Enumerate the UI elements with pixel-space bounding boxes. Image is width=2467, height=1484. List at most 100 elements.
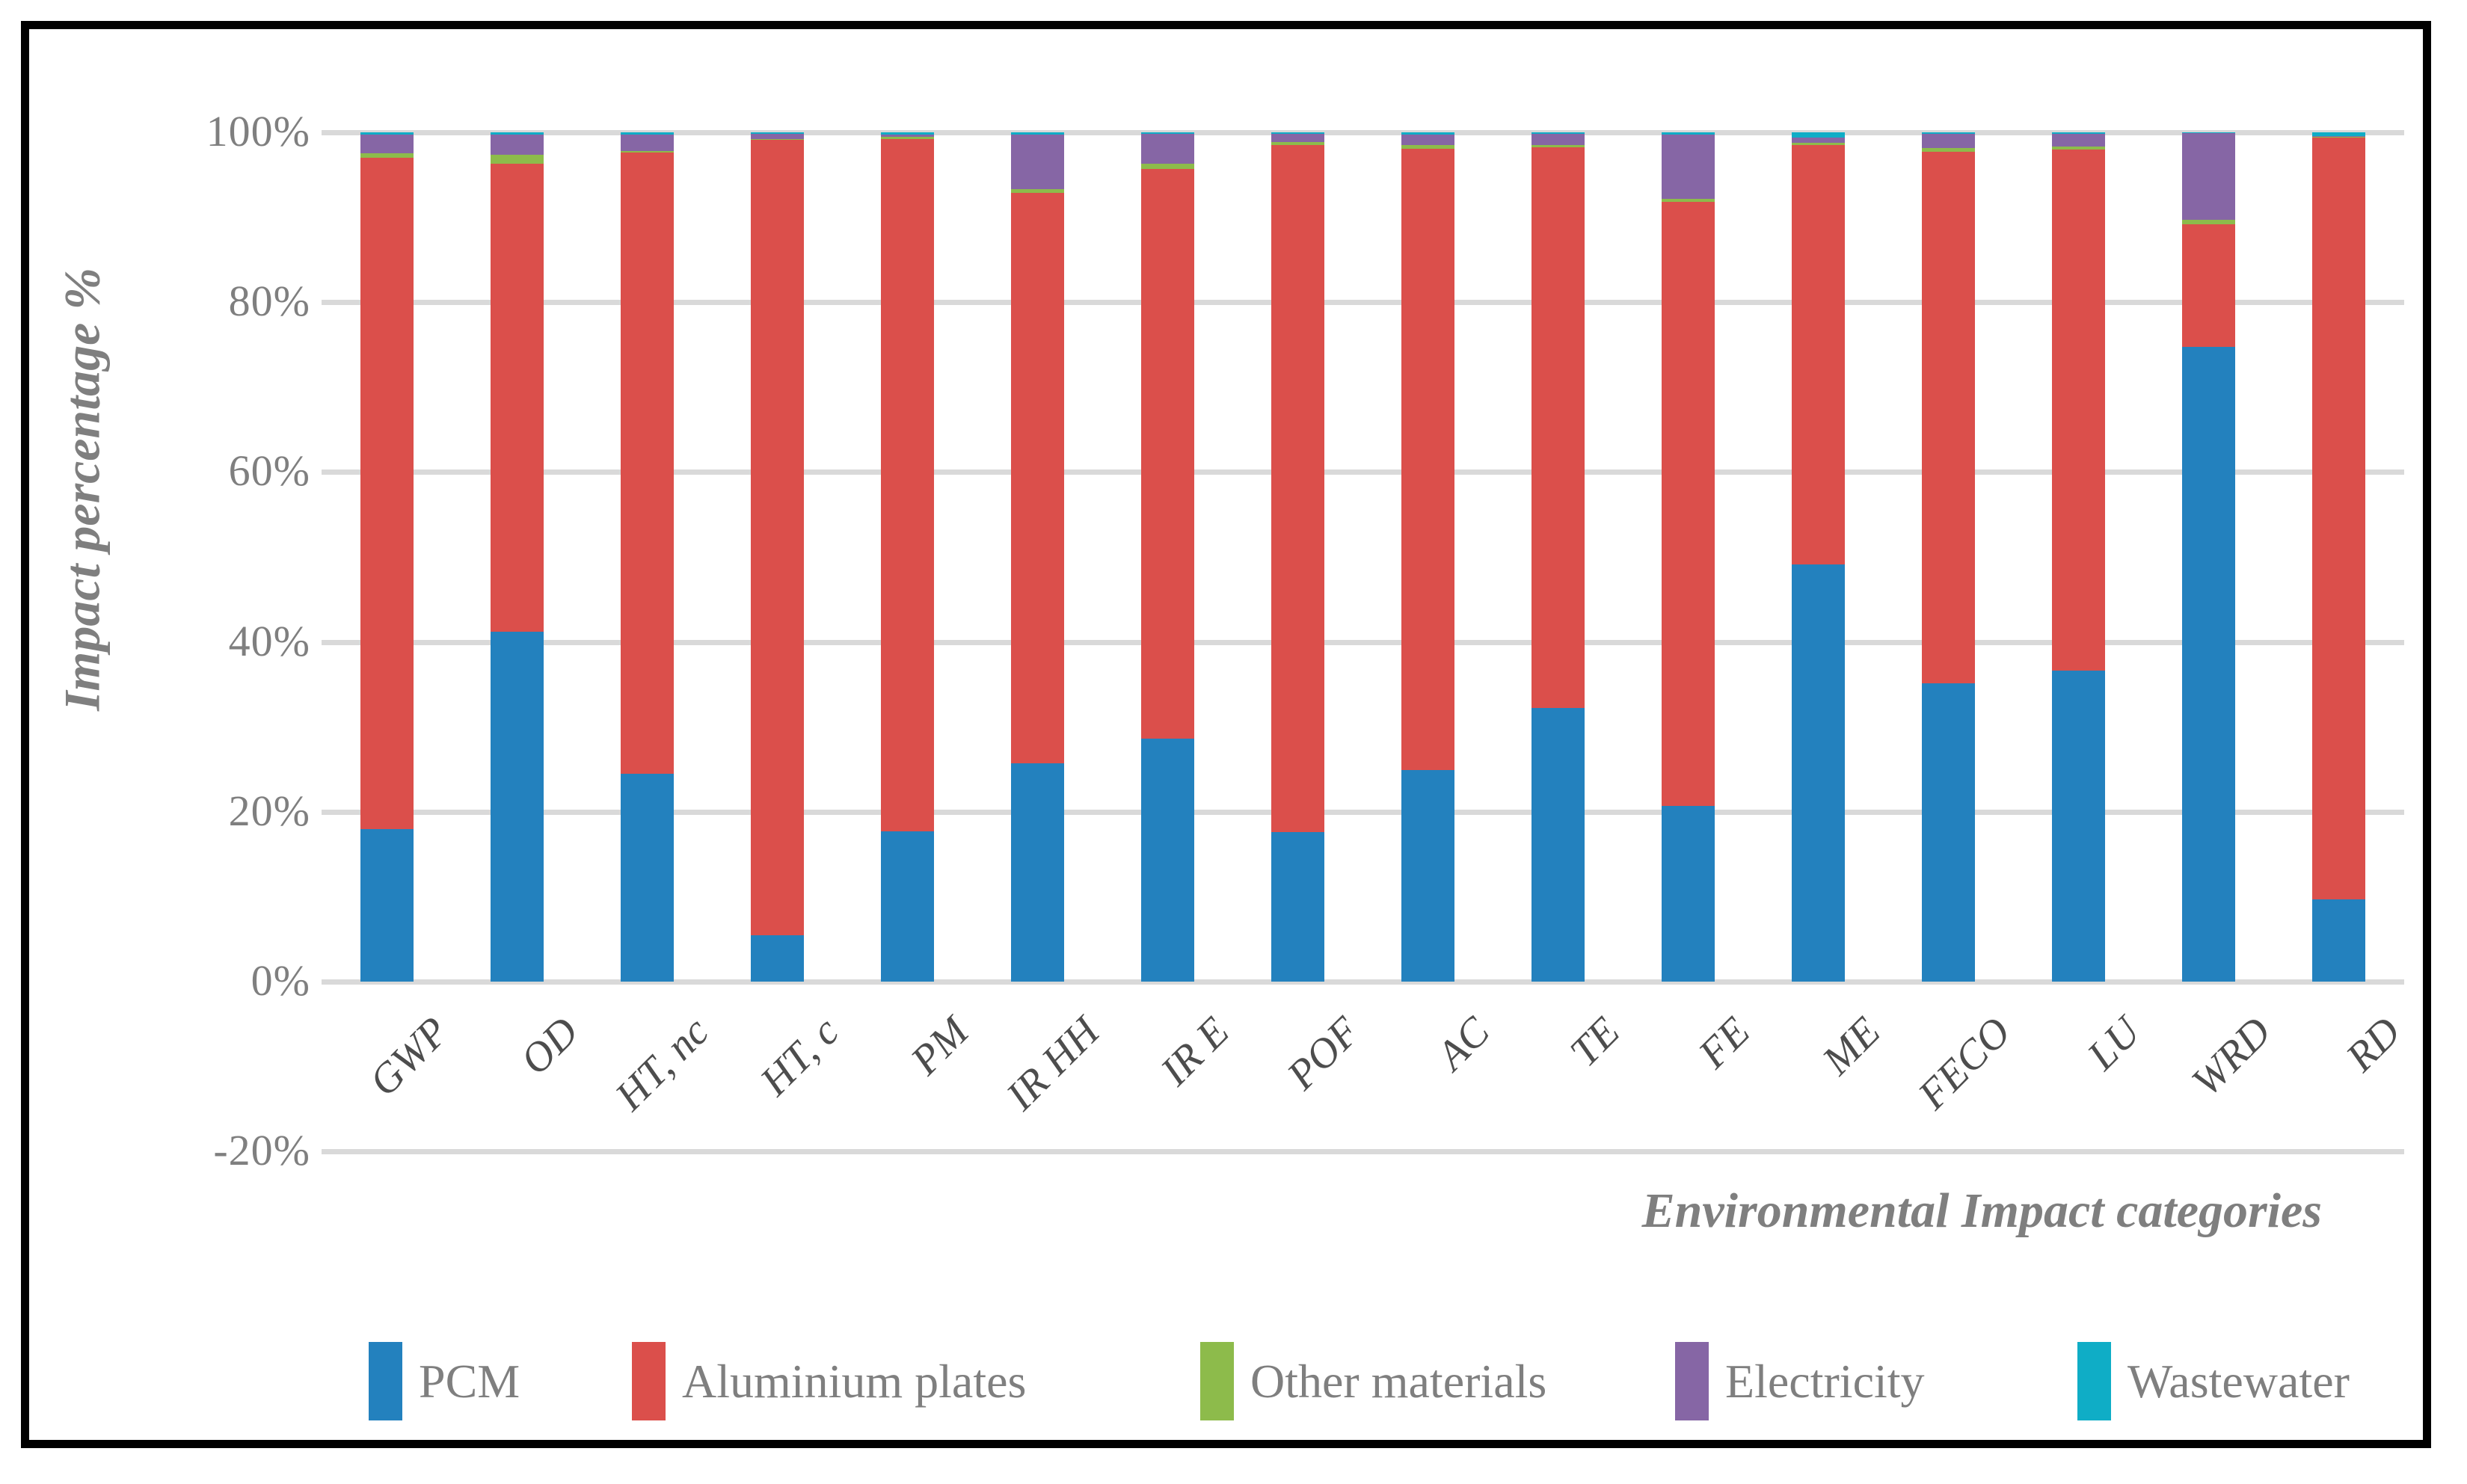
bar-segment-ME-Wastewater — [1792, 132, 1846, 138]
bar-segment-GWP-PCM — [360, 828, 414, 982]
legend-item-PCM: PCM — [369, 1340, 520, 1422]
bar-segment-IR E-PCM — [1140, 739, 1194, 982]
bar-segment-TE-Wastewater — [1531, 132, 1585, 135]
bar-segment-HT, nc-Electricity — [620, 135, 674, 152]
y-tick-label: 80% — [228, 277, 310, 326]
bar-segment-FECO-Other materials — [1922, 148, 1976, 153]
gridline-20% — [322, 809, 2404, 815]
bar-segment-FECO-Aluminium plates — [1922, 152, 1976, 684]
bar-POF — [1271, 132, 1324, 982]
legend-label: Wastewater — [2127, 1354, 2350, 1408]
legend-item-Other materials: Other materials — [1200, 1340, 1546, 1422]
legend-label: Other materials — [1250, 1354, 1547, 1408]
legend-swatch-Aluminium plates — [632, 1341, 666, 1420]
bar-segment-IR E-Aluminium plates — [1140, 168, 1194, 739]
bar-segment-FECO-Wastewater — [1922, 132, 1976, 134]
bar-segment-FECO-Electricity — [1922, 133, 1976, 149]
y-tick-label: 100% — [206, 107, 310, 156]
bar-segment-ME-Aluminium plates — [1792, 145, 1846, 565]
bar-segment-ME-Electricity — [1792, 137, 1846, 143]
bar-segment-WRD-PCM — [2182, 347, 2236, 982]
bar-segment-POF-Wastewater — [1271, 132, 1324, 135]
bar-segment-HT, c-Aluminium plates — [750, 139, 804, 935]
gridline-0% — [322, 979, 2404, 985]
bar-segment-HT, c-Other materials — [750, 138, 804, 140]
bar-segment-IR HH-Wastewater — [1010, 132, 1064, 135]
bar-segment-OD-Aluminium plates — [490, 164, 544, 632]
bar-IR HH — [1010, 132, 1064, 982]
gridline-60% — [322, 469, 2404, 475]
bar-segment-POF-PCM — [1271, 832, 1324, 982]
bar-segment-TE-Electricity — [1531, 134, 1585, 146]
y-tick-label: 40% — [228, 616, 310, 665]
bar-segment-POF-Electricity — [1271, 134, 1324, 142]
bar-segment-GWP-Wastewater — [360, 132, 414, 135]
bar-segment-RD-Aluminium plates — [2312, 138, 2366, 899]
bar-segment-FE-Wastewater — [1662, 132, 1715, 135]
bar-segment-HT, c-Wastewater — [750, 132, 804, 134]
bar-HT, nc — [620, 132, 674, 982]
bar-segment-RD-Other materials — [2312, 136, 2366, 138]
legend-item-Electricity: Electricity — [1675, 1340, 1925, 1422]
y-tick-label: 20% — [228, 786, 310, 835]
bar-segment-FE-PCM — [1662, 805, 1715, 982]
bar-segment-IR E-Electricity — [1140, 134, 1194, 164]
legend-label: PCM — [419, 1354, 520, 1408]
bar-GWP — [360, 132, 414, 982]
bar-OD — [490, 132, 544, 982]
bar-WRD — [2182, 132, 2236, 982]
gridline-100% — [322, 130, 2404, 135]
bar-segment-OD-PCM — [490, 631, 544, 982]
bar-segment-FE-Aluminium plates — [1662, 202, 1715, 806]
bar-PM — [880, 132, 934, 982]
bar-segment-IR HH-Electricity — [1010, 134, 1064, 189]
bar-segment-GWP-Electricity — [360, 134, 414, 154]
legend-item-Wastewater: Wastewater — [2077, 1340, 2350, 1422]
bar-segment-WRD-Other materials — [2182, 220, 2236, 224]
y-tick-label: 60% — [228, 446, 310, 496]
bar-HT, c — [750, 132, 804, 982]
x-axis-title: Environmental Impact categories — [1641, 1183, 2322, 1238]
legend-swatch-Wastewater — [2077, 1341, 2111, 1420]
bar-segment-ME-Other materials — [1792, 142, 1846, 146]
bar-segment-LU-Wastewater — [2052, 132, 2106, 134]
y-tick-label: -20% — [213, 1126, 310, 1175]
bar-IR E — [1140, 132, 1194, 982]
bar-segment-HT, nc-PCM — [620, 773, 674, 982]
bar-segment-POF-Other materials — [1271, 141, 1324, 146]
bar-segment-HT, nc-Other materials — [620, 151, 674, 153]
bar-segment-RD-Electricity — [2312, 135, 2366, 137]
bar-segment-HT, nc-Wastewater — [620, 132, 674, 135]
bar-segment-IR HH-PCM — [1010, 763, 1064, 982]
bar-segment-TE-Other materials — [1531, 145, 1585, 148]
bar-segment-FECO-PCM — [1922, 683, 1976, 982]
legend-swatch-PCM — [369, 1341, 402, 1420]
bar-segment-IR HH-Aluminium plates — [1010, 193, 1064, 764]
bar-segment-PM-Other materials — [880, 136, 934, 139]
bar-segment-RD-Wastewater — [2312, 132, 2366, 136]
bar-segment-FE-Other materials — [1662, 198, 1715, 203]
bar-TE — [1531, 132, 1585, 982]
legend-label: Electricity — [1725, 1354, 1925, 1408]
legend-swatch-Electricity — [1675, 1341, 1709, 1420]
bar-segment-OD-Other materials — [490, 155, 544, 164]
bar-segment-GWP-Aluminium plates — [360, 158, 414, 829]
bar-segment-IR HH-Other materials — [1010, 188, 1064, 194]
bar-AC — [1401, 132, 1455, 982]
bar-segment-LU-Electricity — [2052, 133, 2106, 147]
bar-segment-HT, c-Electricity — [750, 133, 804, 139]
bar-segment-PM-Electricity — [880, 134, 934, 137]
bar-segment-POF-Aluminium plates — [1271, 145, 1324, 833]
bar-segment-ME-PCM — [1792, 564, 1846, 982]
bar-segment-HT, c-PCM — [750, 935, 804, 982]
legend-item-Aluminium plates: Aluminium plates — [632, 1340, 1026, 1422]
bar-segment-PM-Aluminium plates — [880, 138, 934, 831]
bar-segment-PM-Wastewater — [880, 132, 934, 135]
bar-segment-TE-PCM — [1531, 708, 1585, 982]
bar-ME — [1792, 132, 1846, 982]
bar-segment-HT, nc-Aluminium plates — [620, 153, 674, 774]
bar-LU — [2052, 132, 2106, 982]
bar-segment-PM-PCM — [880, 831, 934, 982]
bar-segment-AC-Wastewater — [1401, 132, 1455, 135]
